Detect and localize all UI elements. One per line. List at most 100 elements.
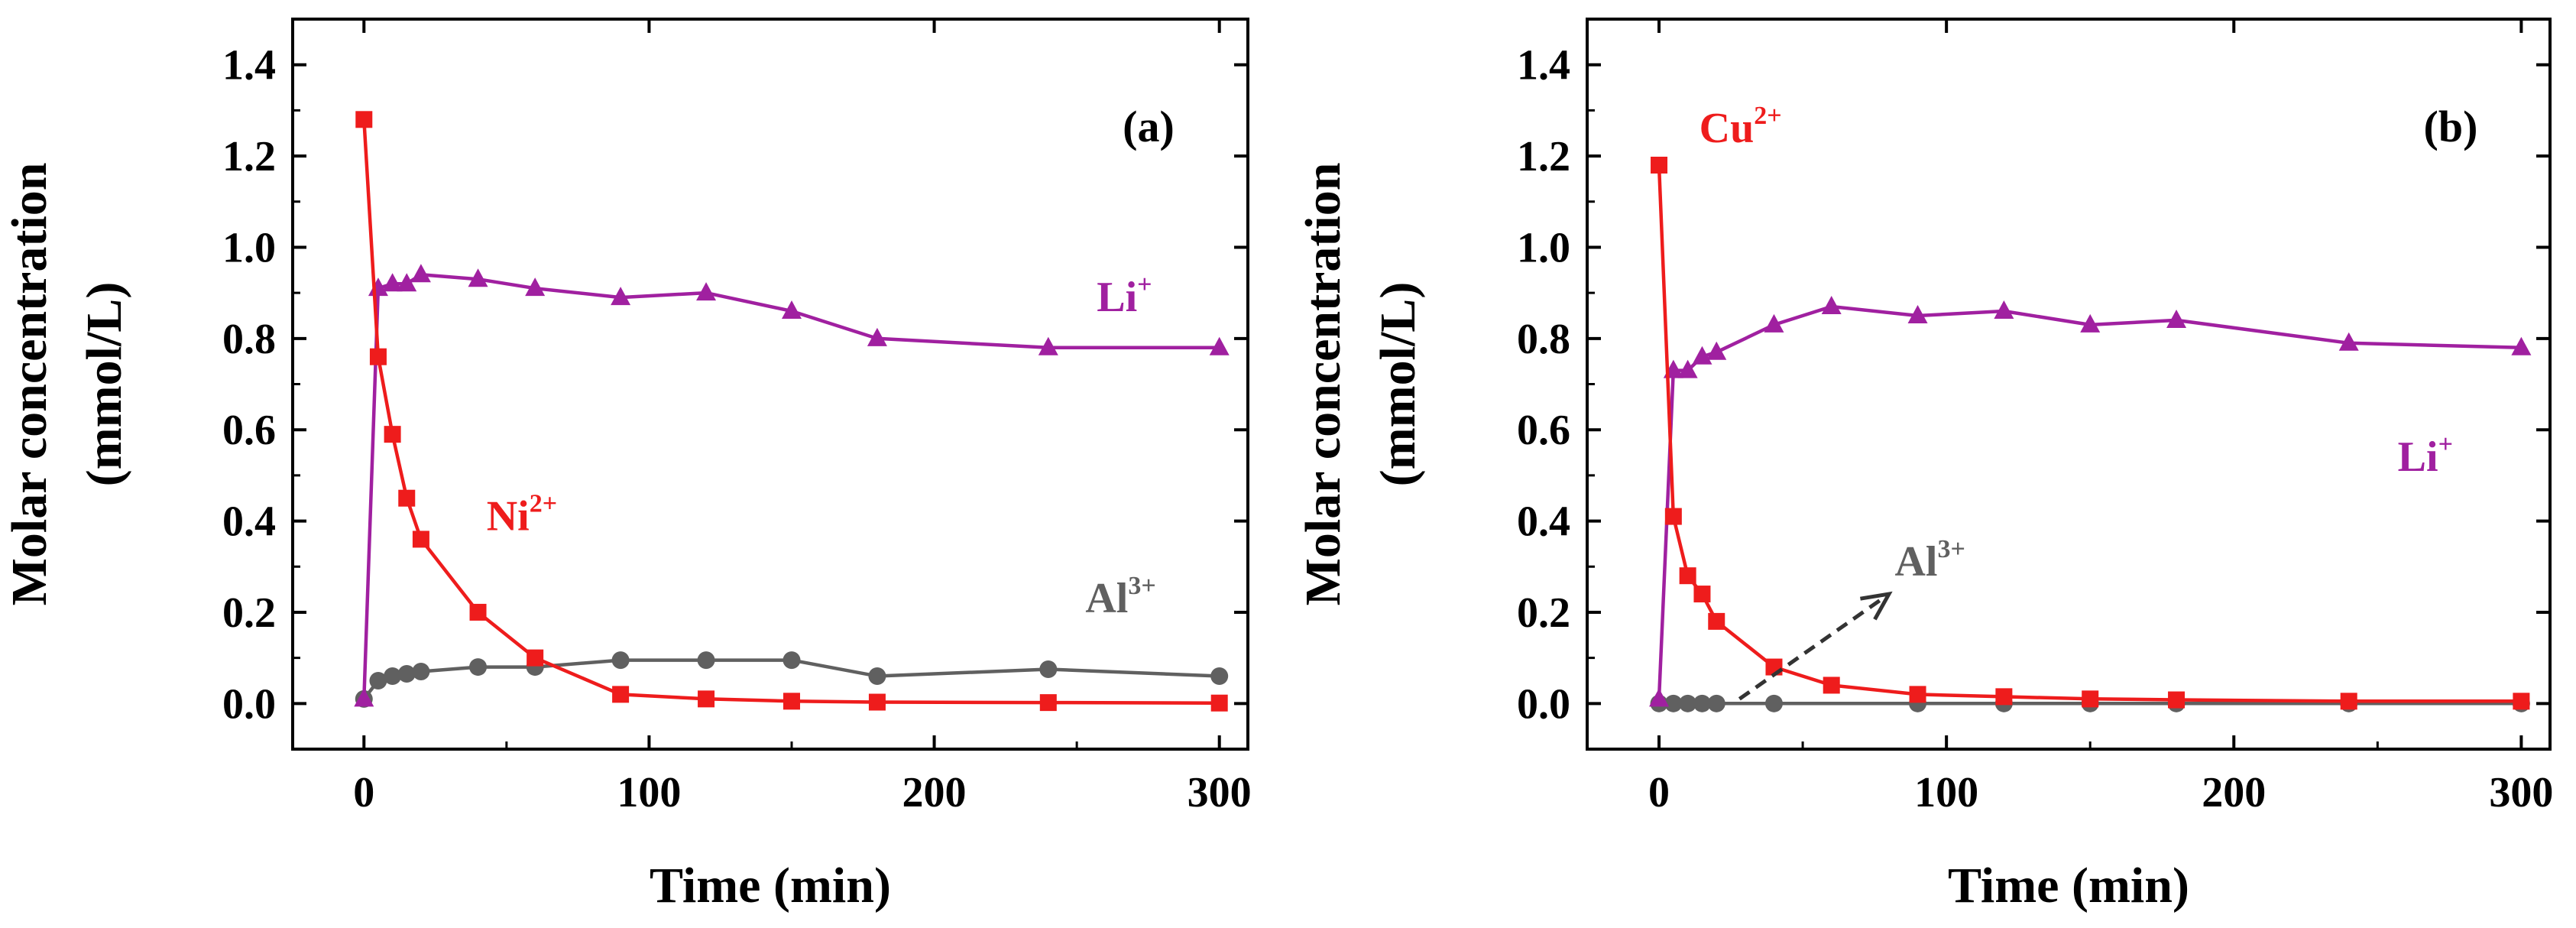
ion-label: Li+ [2398, 430, 2453, 481]
series-Cu2plus [1651, 157, 2530, 710]
data-point [2080, 313, 2101, 333]
data-point [2511, 336, 2532, 355]
data-point [1651, 157, 1668, 174]
ion-label-charge: 3+ [1937, 535, 1965, 563]
data-point [1764, 694, 1783, 712]
arrow-shaft [1738, 592, 1891, 701]
y-tick-label: 0.8 [1517, 316, 1570, 363]
ion-label-base: Al [1894, 538, 1937, 586]
data-point [2513, 693, 2530, 710]
data-point [696, 282, 717, 301]
y-tick-label: 0.0 [222, 680, 276, 728]
y-tick-label: 0.6 [222, 407, 276, 454]
data-point [1210, 667, 1229, 685]
panel-label: (a) [1123, 102, 1175, 151]
x-tick-label: 100 [1914, 769, 1978, 816]
data-point [369, 348, 387, 365]
ion-label-charge: + [1137, 271, 1152, 299]
data-point [781, 300, 802, 319]
y-tick-label: 0.2 [1517, 589, 1570, 637]
data-point [1708, 612, 1725, 630]
y-tick-label: 1.2 [1517, 133, 1570, 180]
y-tick-label: 0.2 [222, 589, 276, 637]
plot-frame [291, 18, 1249, 751]
data-point [2168, 691, 2186, 709]
data-point [1679, 694, 1697, 712]
data-point [1039, 660, 1058, 679]
x-tick-label: 100 [617, 769, 681, 816]
ion-label-base: Li [1097, 274, 1137, 321]
x-tick-label: 300 [2489, 769, 2553, 816]
ion-label: Cu2+ [1700, 102, 1782, 152]
ion-label: Li+ [1097, 271, 1152, 321]
data-point [369, 671, 387, 690]
ion-label-base: Cu [1700, 105, 1755, 152]
ion-label-charge: 2+ [1754, 102, 1781, 130]
pointer-arrow [1738, 591, 1893, 701]
data-point [469, 603, 487, 621]
ion-label-base: Ni [487, 493, 530, 540]
data-point [698, 690, 715, 708]
data-point [1677, 359, 1698, 378]
series-line [362, 273, 1220, 699]
ion-label: Ni2+ [487, 490, 557, 540]
data-point [611, 287, 631, 306]
x-tick-label: 0 [1648, 769, 1670, 816]
data-point [525, 277, 546, 297]
data-point [355, 111, 373, 128]
y-axis-title: Molar concentration [1295, 163, 1351, 606]
ion-label-charge: + [2438, 430, 2453, 459]
data-point [2338, 332, 2359, 351]
data-point [867, 327, 887, 346]
data-point [412, 663, 430, 681]
data-point [697, 651, 715, 670]
series-Al3plus [355, 651, 1229, 708]
data-point [868, 693, 886, 711]
series-line [1657, 164, 2522, 703]
y-tick-label: 1.4 [222, 42, 276, 89]
data-point [611, 651, 630, 670]
data-point [783, 693, 800, 710]
y-axis-title: Molar concentration [2, 163, 57, 606]
data-point [1209, 336, 1230, 355]
data-point [1210, 694, 1228, 712]
data-point [397, 665, 416, 683]
ion-label-charge: 2+ [530, 490, 557, 518]
data-point [397, 273, 417, 292]
data-point [2340, 693, 2357, 710]
series-line [1657, 304, 2522, 699]
data-point [1664, 694, 1683, 712]
data-point [384, 426, 401, 443]
data-point [1038, 336, 1058, 355]
y-tick-label: 1.0 [1517, 224, 1570, 271]
data-point [410, 264, 431, 283]
x-axis-title: Time (min) [1948, 858, 2189, 913]
y-tick-label: 1.2 [222, 133, 276, 180]
data-point [384, 667, 402, 685]
data-point [1679, 567, 1696, 585]
arrow-head [1860, 591, 1893, 621]
y-tick-label: 0.0 [1517, 680, 1570, 728]
x-tick-label: 200 [902, 769, 967, 816]
data-point [1039, 694, 1057, 712]
ion-label: Al3+ [1085, 572, 1155, 622]
y-tick-label: 1.4 [1517, 42, 1570, 89]
data-point [1909, 686, 1926, 703]
data-point [612, 686, 630, 703]
y-tick-label: 0.4 [222, 498, 276, 546]
y-axis-title-units: (mmol/L) [76, 282, 132, 487]
data-point [398, 489, 416, 507]
series-Liplus [354, 264, 1230, 707]
ion-label-charge: 3+ [1128, 572, 1155, 600]
data-point [382, 273, 403, 292]
data-point [1706, 341, 1727, 360]
ion-label-base: Li [2398, 433, 2438, 481]
data-point [1707, 694, 1725, 712]
data-point [1995, 688, 2013, 706]
series-Liplus [1649, 296, 2532, 707]
x-tick-label: 300 [1188, 769, 1252, 816]
data-point [1823, 677, 1840, 694]
data-point [1994, 300, 2014, 319]
data-point [1649, 688, 1670, 707]
